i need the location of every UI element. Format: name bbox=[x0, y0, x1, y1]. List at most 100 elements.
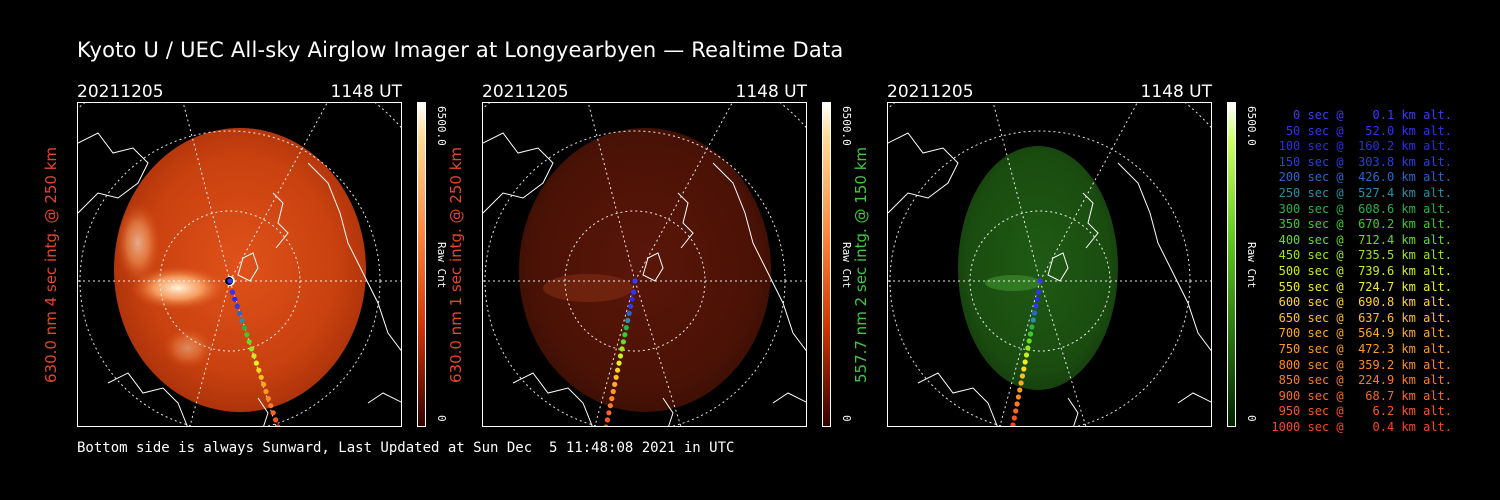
trajectory-point bbox=[244, 332, 250, 338]
trajectory-point bbox=[241, 325, 247, 331]
panel-date: 20211205 bbox=[77, 82, 164, 102]
trajectory-legend: 0 sec @ 0.1 km alt. 50 sec @ 52.0 km alt… bbox=[1262, 108, 1452, 435]
trajectory-point bbox=[617, 353, 624, 359]
trajectory-point bbox=[619, 346, 625, 352]
trajectory-point bbox=[229, 289, 235, 295]
trajectory-point bbox=[622, 332, 628, 338]
trajectory-point bbox=[261, 381, 267, 387]
trajectory-point bbox=[263, 388, 269, 395]
trajectory-point bbox=[275, 424, 281, 426]
trajectory-point bbox=[246, 339, 252, 345]
trajectory-point bbox=[620, 339, 626, 345]
trajectory-point bbox=[239, 317, 245, 324]
trajectory-point bbox=[256, 367, 262, 373]
colorbar bbox=[417, 102, 426, 427]
allsky-image-svg bbox=[78, 103, 401, 426]
panel-date: 20211205 bbox=[482, 82, 569, 102]
trajectory-point bbox=[632, 278, 638, 284]
trajectory-point bbox=[610, 388, 616, 395]
trajectory-point bbox=[1013, 408, 1019, 414]
trajectory-point bbox=[251, 353, 257, 359]
panel-557-2sec: 20211205 1148 UT 557.7 nm 2 sec intg. @ … bbox=[852, 82, 1258, 432]
trajectory-point bbox=[1023, 352, 1030, 358]
panel-time: 1148 UT bbox=[330, 82, 403, 102]
trajectory-point bbox=[1025, 345, 1031, 351]
legend-row: 100 sec @ 160.2 km alt. bbox=[1271, 139, 1452, 154]
trajectory-point bbox=[606, 410, 612, 416]
trajectory-point bbox=[1014, 401, 1020, 407]
trajectory-point bbox=[630, 289, 637, 295]
trajectory-point bbox=[232, 296, 238, 302]
trajectory-point bbox=[609, 396, 615, 402]
legend-row: 1000 sec @ 0.4 km alt. bbox=[1271, 419, 1452, 434]
trajectory-point bbox=[1022, 359, 1028, 365]
trajectory-point bbox=[1026, 338, 1032, 344]
trajectory-point bbox=[234, 303, 240, 309]
trajectory-point bbox=[273, 417, 279, 423]
allsky-image-svg bbox=[888, 103, 1211, 426]
allsky-image bbox=[482, 102, 807, 427]
panel-time: 1148 UT bbox=[1140, 82, 1213, 102]
colorbar bbox=[822, 102, 831, 427]
trajectory-point bbox=[237, 310, 243, 316]
page-title: Kyoto U / UEC All-sky Airglow Imager at … bbox=[77, 38, 844, 62]
trajectory-point bbox=[604, 417, 611, 423]
trajectory-point bbox=[612, 381, 618, 387]
panel-ylabel: 630.0 nm 4 sec intg. @ 250 km bbox=[42, 146, 60, 383]
trajectory-point bbox=[1034, 296, 1040, 302]
trajectory-point bbox=[1018, 380, 1024, 386]
allsky-image bbox=[77, 102, 402, 427]
trajectory-track bbox=[1010, 278, 1043, 426]
trajectory-point bbox=[613, 374, 619, 380]
coastline-map bbox=[888, 132, 1211, 426]
legend-row: 800 sec @ 359.2 km alt. bbox=[1271, 357, 1452, 372]
trajectory-point bbox=[615, 367, 621, 373]
legend-row: 850 sec @ 224.9 km alt. bbox=[1271, 373, 1452, 388]
legend-row: 50 sec @ 52.0 km alt. bbox=[1271, 123, 1452, 138]
trajectory-point bbox=[1010, 422, 1016, 426]
colorbar-max: 6500.0 bbox=[1245, 106, 1258, 146]
trajectory-point bbox=[1037, 278, 1043, 284]
trajectory-point bbox=[607, 403, 613, 409]
trajectory-point bbox=[629, 296, 635, 302]
legend-row: 700 sec @ 564.9 km alt. bbox=[1271, 326, 1452, 341]
legend-row: 0 sec @ 0.1 km alt. bbox=[1271, 108, 1452, 122]
trajectory-point bbox=[1036, 289, 1042, 295]
legend-row: 450 sec @ 735.5 km alt. bbox=[1271, 248, 1452, 263]
trajectory-point bbox=[625, 317, 631, 324]
legend-row: 550 sec @ 724.7 km alt. bbox=[1271, 279, 1452, 294]
legend-row: 400 sec @ 712.4 km alt. bbox=[1271, 232, 1452, 247]
trajectory-point bbox=[1021, 366, 1027, 372]
allsky-image bbox=[887, 102, 1212, 427]
panel-630-4sec: 20211205 1148 UT 630.0 nm 4 sec intg. @ … bbox=[42, 82, 448, 432]
trajectory-point bbox=[616, 360, 622, 366]
legend-row: 150 sec @ 303.8 km alt. bbox=[1271, 154, 1452, 169]
trajectory-point bbox=[253, 360, 259, 366]
panel-date: 20211205 bbox=[887, 82, 974, 102]
panel-ylabel: 630.0 nm 1 sec intg. @ 250 km bbox=[447, 146, 465, 383]
trajectory-point bbox=[1033, 303, 1039, 309]
trajectory-point bbox=[628, 303, 634, 309]
legend-row: 750 sec @ 472.3 km alt. bbox=[1271, 341, 1452, 356]
colorbar-min: 0 bbox=[1245, 415, 1258, 422]
legend-row: 950 sec @ 6.2 km alt. bbox=[1271, 404, 1452, 419]
trajectory-point bbox=[1011, 415, 1017, 421]
legend-row: 300 sec @ 608.6 km alt. bbox=[1271, 201, 1452, 216]
trajectory-track bbox=[225, 276, 281, 426]
legend-row: 250 sec @ 527.4 km alt. bbox=[1271, 185, 1452, 200]
trajectory-point bbox=[1029, 324, 1035, 330]
trajectory-point bbox=[1027, 331, 1034, 337]
legend-row: 600 sec @ 690.8 km alt. bbox=[1271, 295, 1452, 310]
coastline-map bbox=[78, 132, 401, 426]
legend-row: 900 sec @ 68.7 km alt. bbox=[1271, 388, 1452, 403]
trajectory-point bbox=[623, 325, 629, 331]
trajectory-point bbox=[1019, 373, 1026, 379]
trajectory-point bbox=[626, 310, 632, 316]
trajectory-point bbox=[1015, 394, 1021, 400]
legend-row: 650 sec @ 637.6 km alt. bbox=[1271, 310, 1452, 325]
trajectory-point bbox=[1030, 317, 1036, 323]
colorbar-unit: Raw Cnt bbox=[1245, 242, 1258, 289]
colorbar bbox=[1227, 102, 1236, 427]
panel-time: 1148 UT bbox=[735, 82, 808, 102]
coastline-map bbox=[483, 132, 806, 426]
